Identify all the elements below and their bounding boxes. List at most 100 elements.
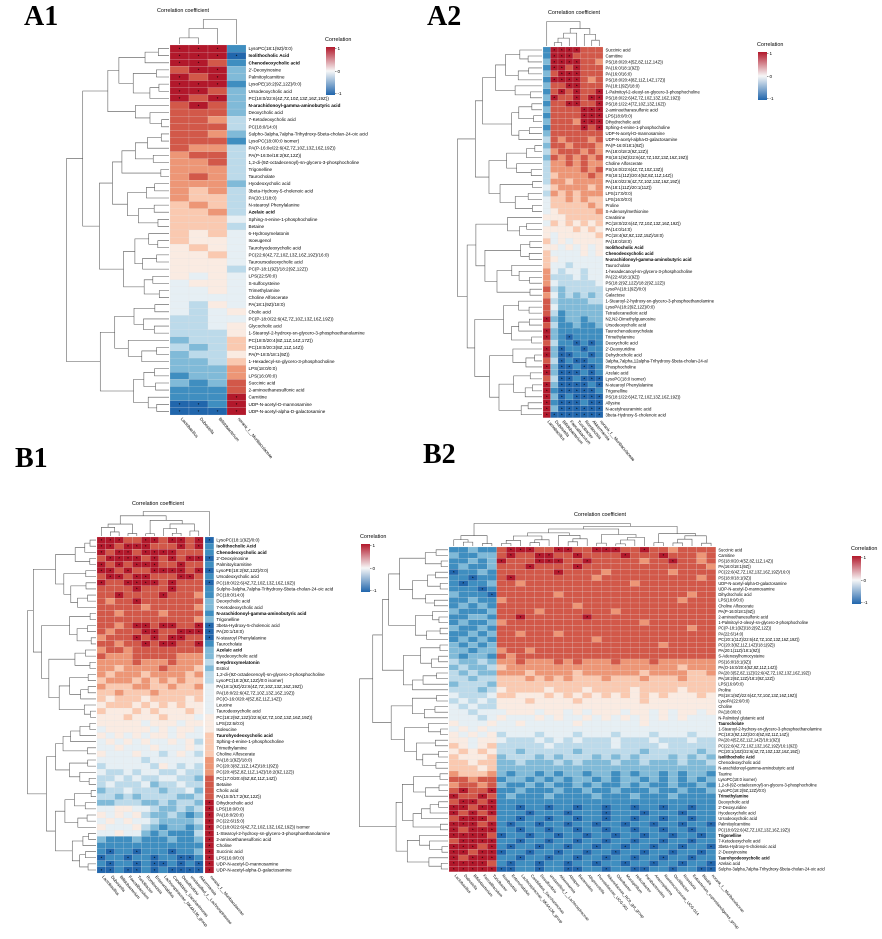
- heatmap-cell: [544, 681, 554, 688]
- row-label: LPS(22:6/0:0): [216, 721, 244, 726]
- heatmap-cell: [544, 569, 554, 576]
- heatmap-cell: [668, 726, 678, 732]
- heatmap-cell: [169, 201, 190, 209]
- row-label: PC(18:0/22:6(4Z,7Z,10Z,13Z,16Z,19Z)): [718, 827, 790, 832]
- dendrogram-left: [359, 549, 448, 870]
- heatmap-cell: [639, 838, 650, 844]
- heatmap-cell: [105, 781, 115, 788]
- heatmap-cell: [544, 664, 554, 671]
- heatmap-cell: [114, 677, 124, 684]
- heatmap-cell: [649, 776, 659, 783]
- heatmap-cell: [687, 726, 697, 732]
- heatmap-cell: [169, 116, 190, 124]
- heatmap-cell: [620, 675, 631, 682]
- heatmap-cell: [167, 543, 177, 550]
- heatmap-cell: [185, 567, 195, 574]
- heatmap-cell: [132, 695, 142, 703]
- heatmap-cell: [677, 770, 688, 777]
- heatmap-cell: [169, 244, 190, 252]
- heatmap-cell: [487, 754, 497, 760]
- heatmap-cell: [649, 765, 659, 772]
- heatmap-cell: [620, 625, 631, 632]
- heatmap-cell: [496, 630, 507, 637]
- heatmap-cell: [610, 748, 621, 755]
- heatmap-cell: [595, 130, 604, 137]
- heatmap-cell: [176, 591, 186, 599]
- significance-asterisk: *: [453, 822, 455, 827]
- heatmap-cell: [550, 292, 559, 299]
- significance-asterisk: *: [591, 108, 593, 113]
- heatmap-cell: [114, 805, 124, 813]
- heatmap-cell: [620, 558, 631, 564]
- heatmap-cell: [487, 569, 497, 576]
- heatmap-cell: [649, 754, 659, 760]
- heatmap-cell: [194, 732, 204, 739]
- heatmap-cell: [550, 202, 559, 209]
- heatmap-cell: [194, 646, 204, 654]
- heatmap-cell: [595, 387, 604, 394]
- significance-asterisk: *: [101, 856, 103, 861]
- heatmap-cell: [194, 720, 204, 727]
- heatmap-cell: [696, 546, 707, 553]
- row-label: LPS(16:0/0:0): [249, 373, 278, 378]
- heatmap-cell: [169, 172, 190, 181]
- heatmap-cell: [620, 686, 631, 693]
- heatmap-cell: [639, 703, 650, 710]
- heatmap-cell: [496, 569, 507, 576]
- heatmap-cell: [477, 720, 488, 727]
- heatmap-cell: [649, 608, 659, 615]
- heatmap-cell: [639, 670, 650, 676]
- heatmap-cell: [487, 709, 497, 716]
- heatmap-cell: [595, 202, 604, 209]
- significance-asterisk: *: [561, 48, 563, 53]
- heatmap-cell: [582, 787, 593, 794]
- heatmap-cell: [550, 232, 559, 239]
- heatmap-cell: [557, 196, 566, 203]
- heatmap-cell: [487, 619, 497, 626]
- heatmap-cell: [123, 689, 133, 696]
- heatmap-cell: [610, 670, 621, 676]
- heatmap-cell: [591, 726, 602, 732]
- significance-asterisk: *: [710, 861, 712, 866]
- heatmap-cell: [565, 226, 574, 233]
- heatmap-cell: [96, 653, 106, 660]
- heatmap-cell: [114, 866, 124, 874]
- heatmap-cell: [563, 647, 573, 654]
- heatmap-cell: [496, 776, 507, 783]
- heatmap-cell: [580, 184, 589, 191]
- heatmap-cell: [696, 569, 707, 576]
- row-label: PA(18:0/18:2(9Z,12Z)): [606, 149, 649, 154]
- heatmap-cell: [207, 400, 228, 408]
- significance-asterisk: *: [567, 811, 569, 816]
- heatmap-cell: [601, 860, 612, 867]
- heatmap-cell: [591, 653, 602, 660]
- heatmap-cell: [601, 787, 612, 794]
- heatmap-cell: [668, 843, 678, 850]
- heatmap-cell: [639, 625, 650, 632]
- heatmap-cell: [610, 787, 621, 794]
- heatmap-cell: [458, 636, 469, 643]
- heatmap-cell: [565, 298, 574, 305]
- heatmap-cell: [141, 708, 151, 715]
- heatmap-cell: [553, 720, 564, 727]
- heatmap-cell: [226, 137, 247, 145]
- heatmap-cell: [591, 798, 602, 805]
- heatmap-cell: [194, 598, 204, 605]
- heatmap-cell: [565, 88, 574, 95]
- heatmap-cell: [677, 630, 688, 637]
- heatmap-cell: [506, 731, 516, 738]
- row-label: N-stearoyl Phenylalanine: [249, 203, 301, 208]
- heatmap-cell: [649, 630, 659, 637]
- heatmap-cell: [550, 333, 559, 341]
- heatmap-cell: [496, 563, 507, 570]
- heatmap-cell: [458, 586, 469, 592]
- heatmap-cell: [580, 166, 589, 173]
- panel-B1: Correlation coefficient* * * * * * * * ** * * * * * **…: [27, 501, 386, 928]
- heatmap-cell: [587, 322, 596, 329]
- significance-asterisk: *: [491, 805, 493, 810]
- row-label: Glycocholic acid: [249, 324, 283, 329]
- significance-asterisk: *: [145, 538, 147, 543]
- heatmap-cell: [448, 815, 459, 822]
- heatmap-cell: [525, 552, 535, 559]
- heatmap-cell: [506, 597, 516, 604]
